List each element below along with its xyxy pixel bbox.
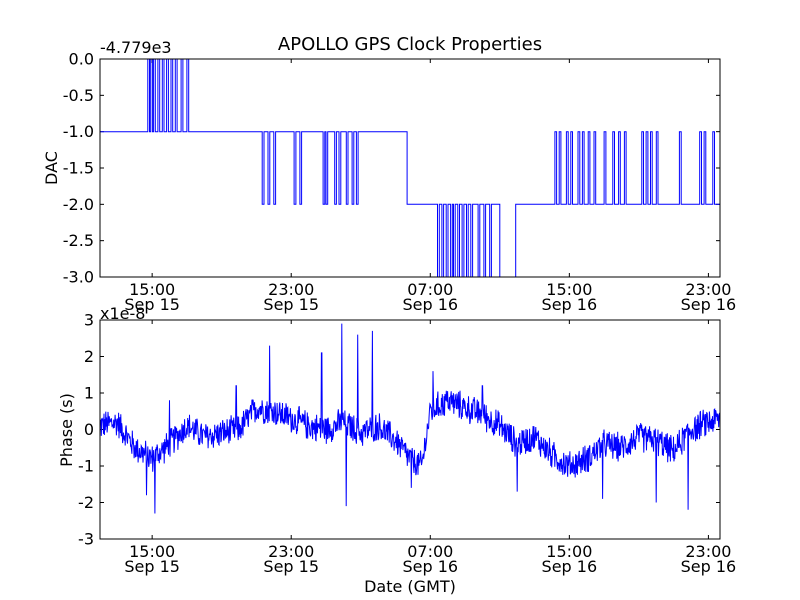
phase-ytick-label: -2 (78, 493, 94, 512)
dac-xtick-time: 23:00 (685, 280, 731, 299)
dac-panel: -4.779e3 DAC 0.0 -0.5 -1.0 -1.5 -2.0 -2.5 -3.0… (42, 38, 736, 314)
dac-xtick-date: Sep 16 (402, 295, 458, 314)
dac-series-line (100, 58, 720, 278)
phase-xtick-date: Sep 16 (402, 557, 458, 576)
phase-ytick-label: -1 (78, 457, 94, 476)
chart-title: APOLLO GPS Clock Properties (278, 34, 542, 55)
phase-offset-label: x1e-8 (100, 304, 145, 323)
dac-xtick-time: 15:00 (546, 280, 592, 299)
phase-x-axis-label: Date (GMT) (364, 577, 456, 596)
phase-xtick-date: Sep 15 (263, 557, 319, 576)
phase-xtick-time: 23:00 (268, 542, 314, 561)
dac-xtick-time: 15:00 (129, 280, 175, 299)
dac-ytick-label: -2.5 (63, 231, 94, 250)
dac-ytick-label: -2.0 (63, 195, 94, 214)
dac-xtick-time: 23:00 (268, 280, 314, 299)
phase-xtick-time: 15:00 (546, 542, 592, 561)
phase-ytick-label: 3 (84, 311, 94, 330)
dac-xtick-date: Sep 16 (542, 295, 598, 314)
phase-xtick-time: 07:00 (407, 542, 453, 561)
dac-ytick-label: -0.5 (63, 86, 94, 105)
phase-xtick-time: 15:00 (129, 542, 175, 561)
dac-xtick-date: Sep 15 (124, 295, 180, 314)
dac-ytick-label: -1.0 (63, 122, 94, 141)
phase-y-axis-label: Phase (s) (57, 393, 76, 467)
dac-y-axis-label: DAC (42, 151, 61, 185)
phase-series-line (99, 323, 721, 514)
dac-ytick-label: -3.0 (63, 268, 94, 287)
phase-xtick-date: Sep 15 (124, 557, 180, 576)
phase-series (99, 323, 721, 514)
phase-xtick-date: Sep 16 (681, 557, 737, 576)
dac-xtick-time: 07:00 (407, 280, 453, 299)
dac-series (100, 58, 720, 278)
phase-xtick-date: Sep 16 (542, 557, 598, 576)
dac-plot-frame (99, 58, 721, 278)
dac-ytick-label: 0.0 (69, 50, 94, 69)
dac-xtick-date: Sep 15 (263, 295, 319, 314)
phase-ytick-label: -3 (78, 530, 94, 549)
dac-ytick-label: -1.5 (63, 159, 94, 178)
phase-ytick-label: 1 (84, 384, 94, 403)
phase-xtick-time: 23:00 (685, 542, 731, 561)
dac-xtick-date: Sep 16 (681, 295, 737, 314)
dac-offset-label: -4.779e3 (100, 38, 172, 57)
phase-ytick-label: 0 (84, 420, 94, 439)
phase-plot-frame (99, 319, 721, 540)
phase-ytick-label: 2 (84, 347, 94, 366)
